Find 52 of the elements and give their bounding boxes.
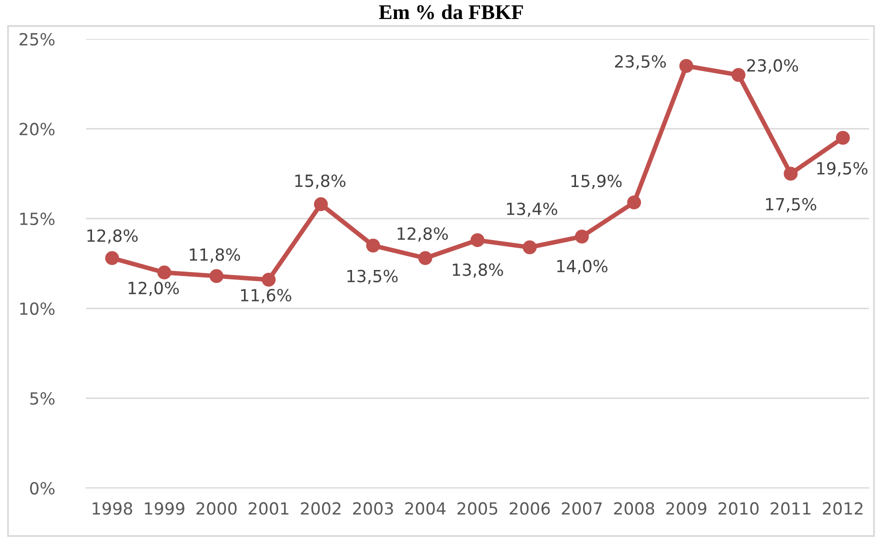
data-label: 11,8% (190, 248, 240, 263)
point (418, 251, 432, 266)
x-tick-label: 1999 (144, 502, 184, 515)
x-tick-label: 2012 (822, 502, 862, 515)
x-tick-label: 2004 (405, 502, 446, 515)
x-tick-label: 2008 (614, 502, 654, 515)
data-label: 13,5% (347, 270, 398, 284)
data-label: 15,8% (295, 174, 346, 189)
x-tick-label: 2000 (196, 502, 237, 515)
point (262, 272, 276, 287)
x-tick-label: 2005 (458, 502, 498, 515)
point (314, 197, 328, 212)
x-tick-label: 2001 (248, 502, 288, 515)
y-tick-label: 0% (30, 482, 55, 495)
data-label: 17,5% (766, 198, 816, 212)
data-label: 11,6% (241, 288, 292, 304)
data-label: 13,4% (507, 202, 558, 217)
data-label: 12,8% (398, 227, 448, 242)
point (679, 58, 694, 73)
y-tick-label: 10% (20, 302, 55, 315)
point (366, 238, 380, 252)
x-tick-label: 2002 (300, 502, 340, 515)
y-tick-label: 5% (30, 392, 55, 405)
x-tick-label: 2003 (353, 502, 393, 515)
data-label: 19,5% (817, 162, 868, 176)
data-label: 23,0% (747, 59, 798, 74)
data-label: 13,8% (452, 263, 504, 278)
point (627, 195, 642, 210)
data-label: 15,9% (571, 174, 622, 189)
chart-title: Em % da FBKF (378, 4, 523, 20)
data-label: 12,8% (87, 229, 138, 244)
x-tick-label: 2007 (562, 502, 602, 515)
x-tick-label: 2010 (718, 502, 759, 515)
y-tick-label: 20% (20, 122, 55, 136)
point (157, 266, 172, 280)
point (105, 251, 120, 266)
point (470, 233, 484, 248)
point (784, 166, 798, 181)
point (210, 269, 224, 284)
point (836, 130, 850, 145)
y-tick-label: 25% (20, 32, 55, 46)
data-label: 23,5% (615, 55, 666, 70)
data-label: 12,0% (128, 282, 179, 296)
y-tick-label: 15% (20, 212, 55, 226)
point (732, 68, 746, 82)
data-label: 14,0% (557, 260, 608, 274)
x-tick-label: 2011 (770, 502, 810, 515)
x-tick-label: 1998 (92, 502, 132, 515)
x-tick-label: 2009 (666, 502, 706, 515)
point (522, 240, 537, 254)
point (574, 230, 589, 244)
x-tick-label: 2006 (510, 502, 550, 515)
